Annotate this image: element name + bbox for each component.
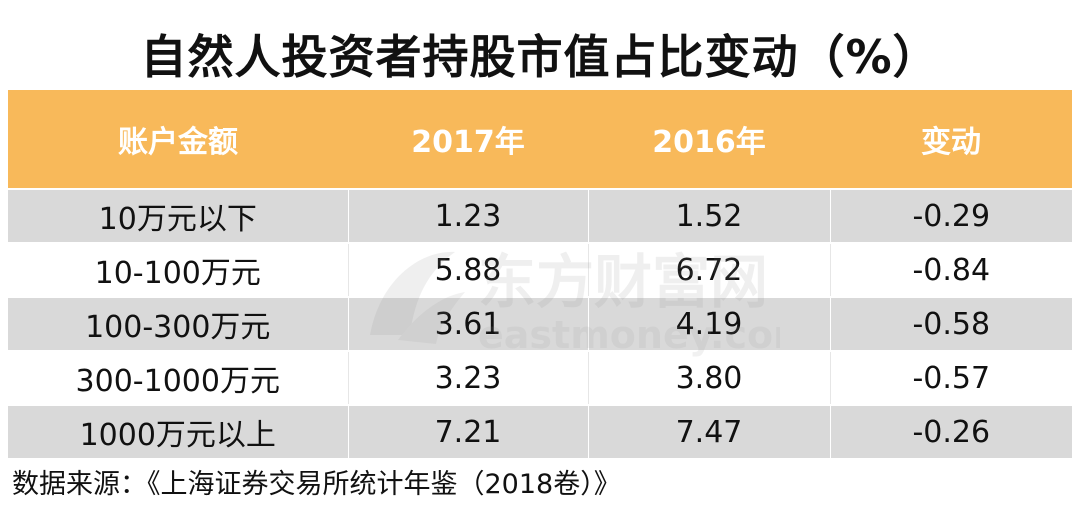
cell-account: 10万元以下 xyxy=(8,189,348,243)
source-note: 数据来源：《上海证券交易所统计年鉴（2018卷）》 xyxy=(12,469,621,500)
cell-2016: 6.72 xyxy=(587,243,830,297)
chart-title: 自然人投资者持股市值占比变动（%） xyxy=(140,30,940,84)
cell-account: 1000万元以上 xyxy=(8,405,348,458)
table-row: 10-100万元 5.88 6.72 -0.84 xyxy=(8,243,1072,297)
cell-2017: 1.23 xyxy=(347,189,588,243)
cell-2016: 7.47 xyxy=(587,405,830,458)
table-row: 1000万元以上 7.21 7.47 -0.26 xyxy=(8,405,1072,458)
cell-2017: 7.21 xyxy=(347,405,588,458)
table-row: 100-300万元 3.61 4.19 -0.58 xyxy=(8,297,1072,351)
cell-change: -0.57 xyxy=(829,351,1072,405)
cell-change: -0.58 xyxy=(829,297,1072,351)
header-row: 账户金额 2017年 2016年 变动 xyxy=(8,90,1072,189)
column-header-account: 账户金额 xyxy=(8,90,348,189)
table-row: 300-1000万元 3.23 3.80 -0.57 xyxy=(8,351,1072,405)
cell-2017: 3.61 xyxy=(347,297,588,351)
cell-2016: 1.52 xyxy=(587,189,830,243)
table-row: 10万元以下 1.23 1.52 -0.29 xyxy=(8,189,1072,243)
cell-account: 10-100万元 xyxy=(8,243,348,297)
data-table: 账户金额 2017年 2016年 变动 10万元以下 1.23 1.52 -0.… xyxy=(8,90,1072,458)
cell-account: 100-300万元 xyxy=(8,297,348,351)
cell-change: -0.84 xyxy=(829,243,1072,297)
cell-2017: 3.23 xyxy=(347,351,588,405)
column-header-2016: 2016年 xyxy=(588,90,830,189)
cell-change: -0.26 xyxy=(829,405,1072,458)
cell-2016: 3.80 xyxy=(587,351,830,405)
cell-change: -0.29 xyxy=(829,189,1072,243)
cell-2017: 5.88 xyxy=(347,243,588,297)
column-header-change: 变动 xyxy=(830,90,1072,189)
cell-account: 300-1000万元 xyxy=(8,351,348,405)
cell-2016: 4.19 xyxy=(587,297,830,351)
column-header-2017: 2017年 xyxy=(348,90,588,189)
